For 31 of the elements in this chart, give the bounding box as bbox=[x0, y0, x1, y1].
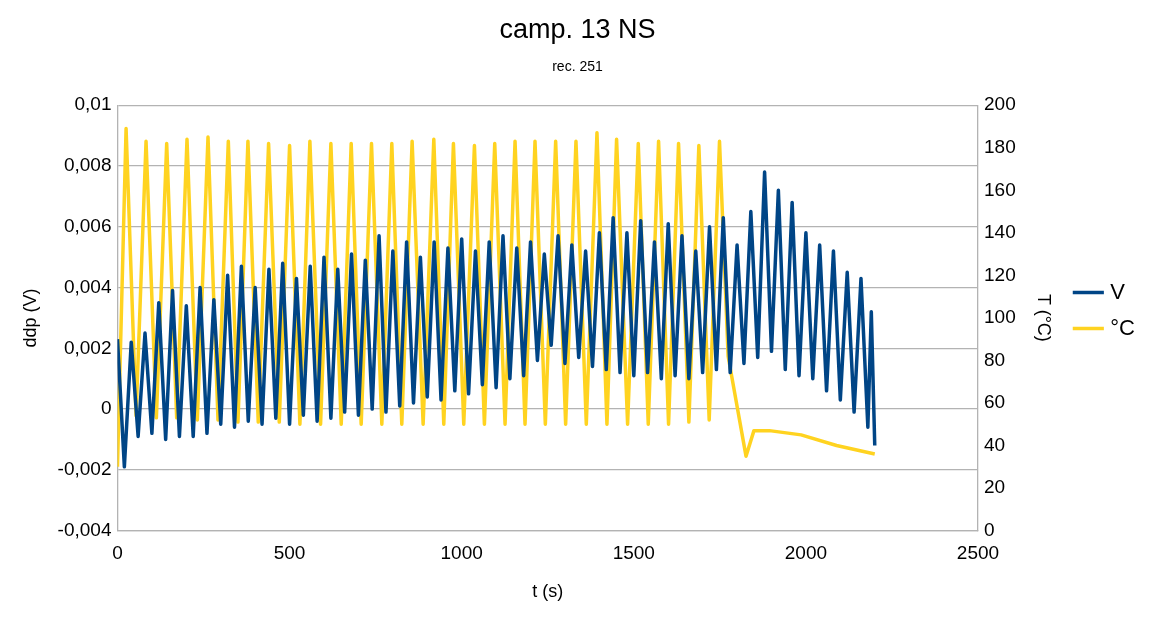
y-tick-label: 0,004 bbox=[63, 275, 112, 297]
legend-label: °C bbox=[1110, 314, 1136, 340]
y-axis-title: ddp (V) bbox=[19, 288, 40, 348]
y2-tick-label: 0 bbox=[984, 518, 995, 540]
y2-tick-label: 160 bbox=[984, 178, 1016, 200]
x-tick-label: 2500 bbox=[956, 542, 1000, 564]
y-tick-label: 0 bbox=[100, 397, 112, 419]
y2-tick-label: 100 bbox=[984, 306, 1016, 328]
y2-axis-title: T (°C) bbox=[1033, 293, 1054, 342]
x-tick-label: 2000 bbox=[784, 542, 828, 564]
chart-title: camp. 13 NS bbox=[499, 13, 656, 44]
y2-tick-label: 60 bbox=[984, 391, 1006, 413]
y-tick-label: -0,002 bbox=[57, 458, 112, 480]
legend-label: V bbox=[1110, 278, 1126, 304]
y-tick-label: 0,008 bbox=[63, 154, 112, 176]
x-tick-label: 1500 bbox=[612, 542, 655, 564]
y2-tick-label: 140 bbox=[984, 221, 1016, 243]
y-tick-label: 0,01 bbox=[74, 93, 112, 115]
y-tick-label: -0,004 bbox=[57, 518, 112, 540]
y-tick-label: 0,006 bbox=[63, 214, 112, 236]
x-axis-title: t (s) bbox=[532, 581, 564, 602]
y2-tick-label: 180 bbox=[984, 135, 1016, 157]
y2-tick-label: 80 bbox=[984, 348, 1006, 370]
y2-tick-label: 40 bbox=[984, 433, 1006, 455]
chart-subtitle: rec. 251 bbox=[552, 57, 603, 74]
x-tick-label: 1000 bbox=[440, 542, 483, 564]
y-tick-label: 0,002 bbox=[63, 336, 112, 358]
x-tick-label: 500 bbox=[273, 542, 306, 564]
y2-tick-label: 20 bbox=[984, 476, 1006, 498]
y2-tick-label: 200 bbox=[984, 93, 1016, 115]
y2-tick-label: 120 bbox=[984, 263, 1016, 285]
